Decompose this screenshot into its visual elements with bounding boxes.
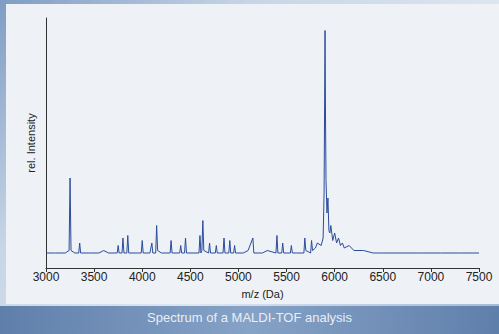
- svg-text:3500: 3500: [81, 270, 108, 284]
- svg-text:7500: 7500: [466, 270, 493, 284]
- svg-text:4500: 4500: [177, 270, 204, 284]
- svg-text:3000: 3000: [33, 270, 60, 284]
- svg-text:6000: 6000: [321, 270, 348, 284]
- svg-text:7000: 7000: [418, 270, 445, 284]
- svg-text:4000: 4000: [129, 270, 156, 284]
- svg-text:Spectrum of a MALDI-TOF analys: Spectrum of a MALDI-TOF analysis: [147, 310, 352, 325]
- svg-text:5000: 5000: [225, 270, 252, 284]
- svg-text:6500: 6500: [369, 270, 396, 284]
- svg-text:5500: 5500: [273, 270, 300, 284]
- svg-text:m/z (Da): m/z (Da): [241, 288, 283, 300]
- svg-text:rel. Intensity: rel. Intensity: [25, 113, 37, 173]
